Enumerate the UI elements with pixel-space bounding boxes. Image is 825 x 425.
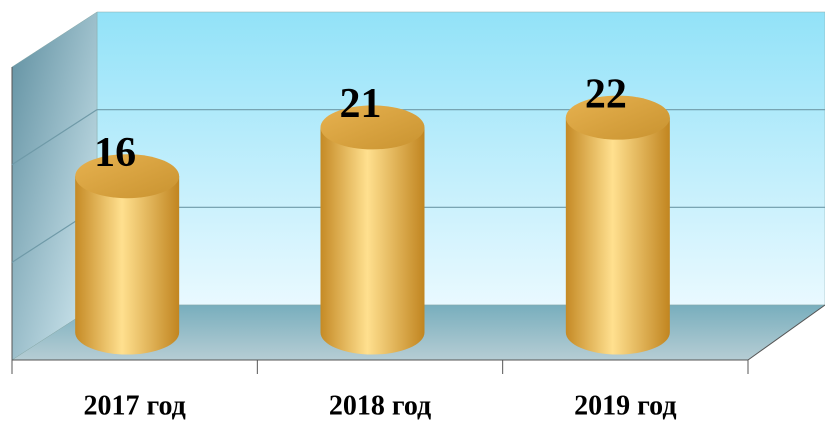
value-label: 16	[94, 130, 136, 176]
cylinder	[565, 117, 670, 355]
cylinder-top	[75, 154, 180, 199]
cylinder-top	[565, 95, 670, 140]
x-tick-label: 2017 год	[83, 390, 185, 421]
grid-line-side	[11, 109, 98, 166]
x-axis-edge	[747, 304, 825, 361]
value-label: 22	[585, 71, 627, 117]
value-label: 21	[340, 81, 382, 127]
cylinder-top	[320, 105, 425, 150]
cylinder	[320, 127, 425, 355]
x-tick-label: 2018 год	[329, 390, 431, 421]
back-wall	[96, 11, 825, 306]
x-tick-label: 2019 год	[574, 390, 676, 421]
cylinder	[75, 176, 180, 355]
